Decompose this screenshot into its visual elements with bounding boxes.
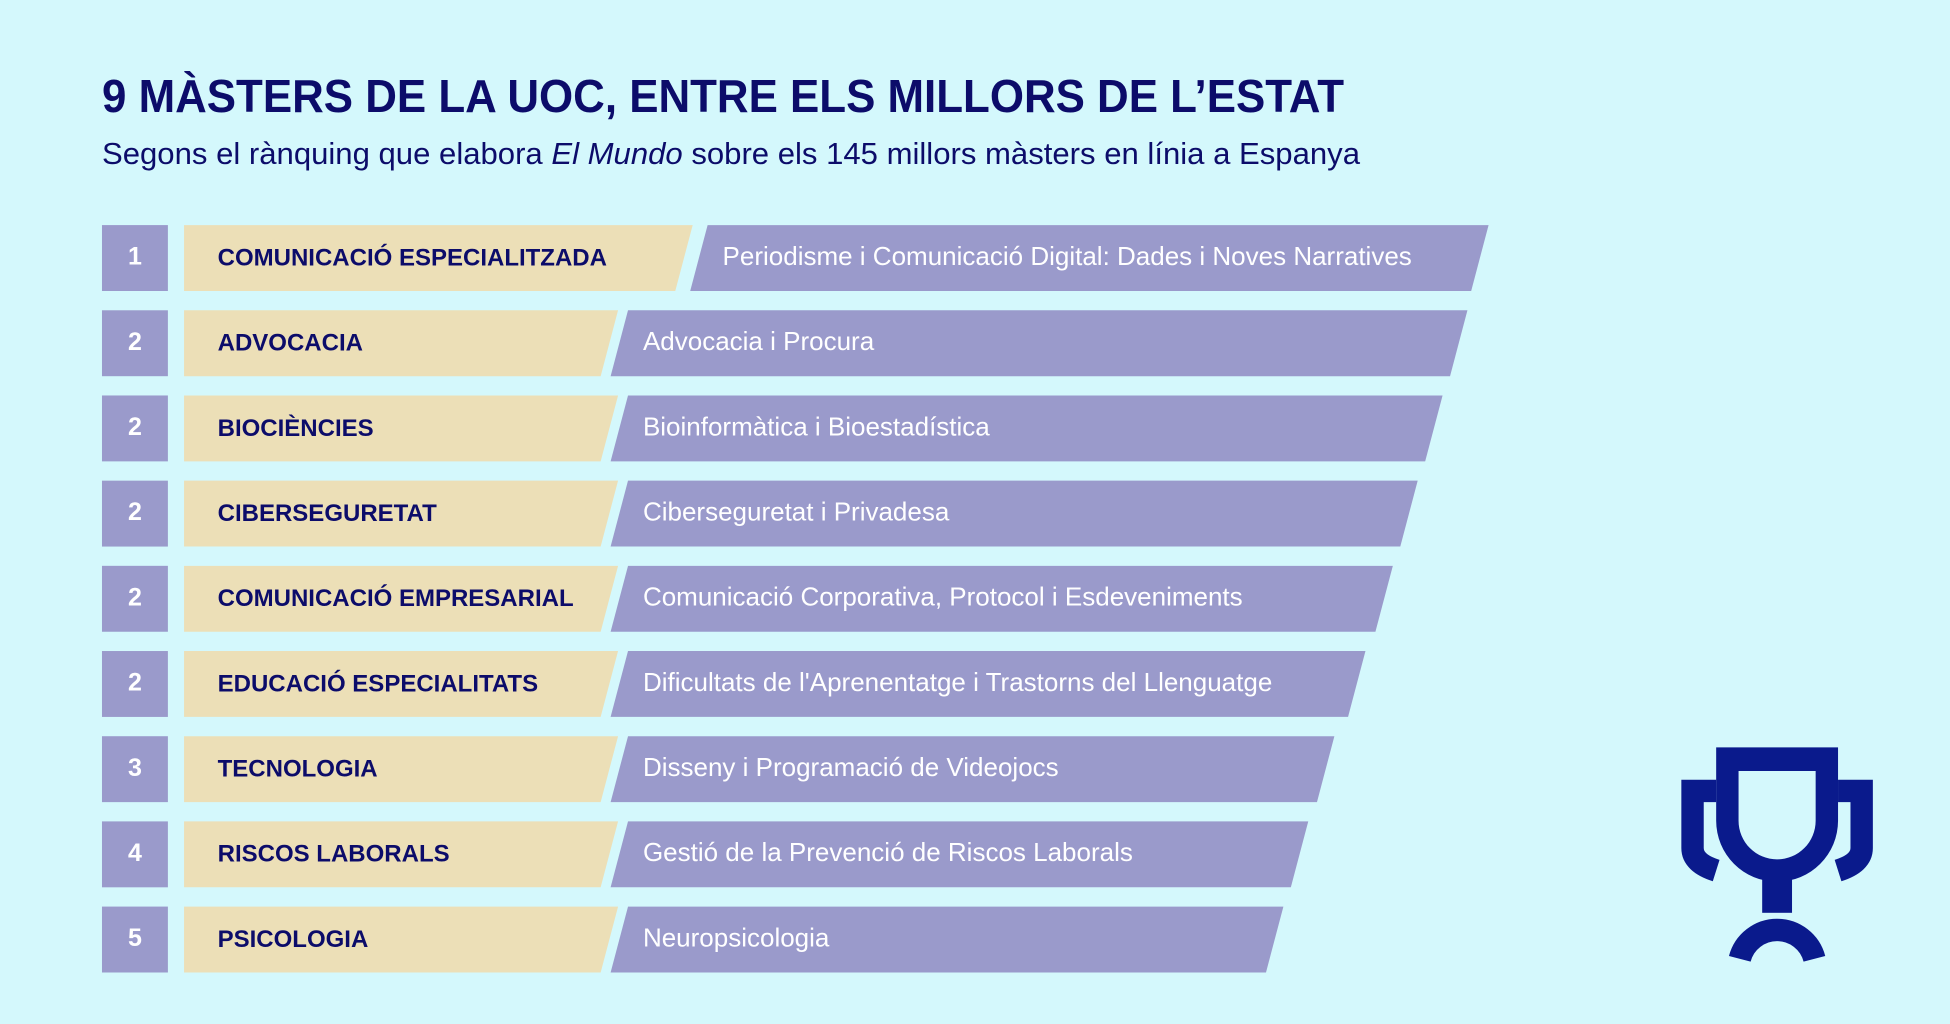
rank: 5: [128, 924, 142, 952]
rank-box: [101, 480, 168, 547]
rank-box: [101, 225, 168, 292]
rank-box: [101, 906, 168, 973]
rank: 2: [128, 583, 142, 611]
master-box: [610, 906, 1284, 973]
area-box: [184, 310, 619, 377]
master-label: Comunicació Corporativa, Protocol i Esde…: [643, 582, 1243, 612]
area-label: EDUCACIÓ ESPECIALITATS: [218, 669, 538, 697]
master-box: [610, 395, 1443, 462]
rank-box: [101, 395, 168, 462]
area-label: RISCOS LABORALS: [218, 841, 450, 868]
area-label: CIBERSEGURETAT: [218, 500, 437, 527]
master-label: Periodisme i Comunicació Digital: Dades …: [723, 241, 1412, 271]
master-label: Gestió de la Prevenció de Riscos Laboral…: [643, 837, 1133, 867]
area-box: [184, 395, 619, 462]
master-label: Disseny i Programació de Videojocs: [643, 752, 1059, 782]
subtitle-emphasis: El Mundo: [551, 136, 682, 171]
rank: 2: [128, 328, 142, 356]
rank-box: [101, 651, 168, 717]
area-box: [184, 906, 619, 973]
title: 9 MÀSTERS DE LA UOC, ENTRE ELS MILLORS D…: [102, 70, 1344, 122]
rank-box: [101, 736, 168, 803]
area-label: COMUNICACIÓ ESPECIALITZADA: [218, 243, 607, 271]
master-label: Advocacia i Procura: [643, 326, 875, 356]
subtitle-text: sobre els 145 millors màsters en línia a…: [683, 136, 1361, 171]
rank-box: [101, 565, 168, 632]
rank: 1: [128, 243, 142, 271]
trophy-icon: [1681, 747, 1873, 963]
area-box: [184, 651, 619, 717]
rank: 2: [128, 413, 142, 441]
rank-box: [101, 821, 168, 888]
subtitle-text: Segons el rànquing que elabora: [102, 136, 551, 171]
area-box: [184, 736, 619, 803]
master-label: Ciberseguretat i Privadesa: [643, 496, 950, 526]
master-label: Dificultats de l'Aprenentatge i Trastorn…: [643, 667, 1272, 697]
rank: 2: [128, 498, 142, 526]
rank: 3: [128, 754, 142, 782]
rank-box: [101, 310, 168, 377]
area-box: [184, 821, 619, 888]
area-box: [184, 565, 619, 632]
area-label: ADVOCACIA: [218, 330, 363, 357]
master-box: [610, 480, 1418, 547]
master-box: [690, 225, 1489, 292]
area-label: TECNOLOGIA: [218, 756, 378, 783]
master-label: Neuropsicologia: [643, 922, 830, 952]
master-box: [610, 736, 1335, 803]
rank: 4: [128, 839, 142, 867]
master-box: [610, 821, 1309, 888]
area-label: BIOCIÈNCIES: [218, 414, 374, 442]
master-label: Bioinformàtica i Bioestadística: [643, 411, 990, 441]
rank: 2: [128, 669, 142, 697]
master-box: [610, 565, 1393, 632]
area-label: COMUNICACIÓ EMPRESARIAL: [218, 584, 574, 612]
master-box: [610, 310, 1468, 377]
area-box: [184, 480, 619, 547]
area-label: PSICOLOGIA: [218, 926, 369, 953]
area-box: [184, 225, 693, 292]
master-box: [610, 651, 1366, 717]
subtitle: Segons el rànquing que elabora El Mundo …: [102, 136, 1361, 171]
